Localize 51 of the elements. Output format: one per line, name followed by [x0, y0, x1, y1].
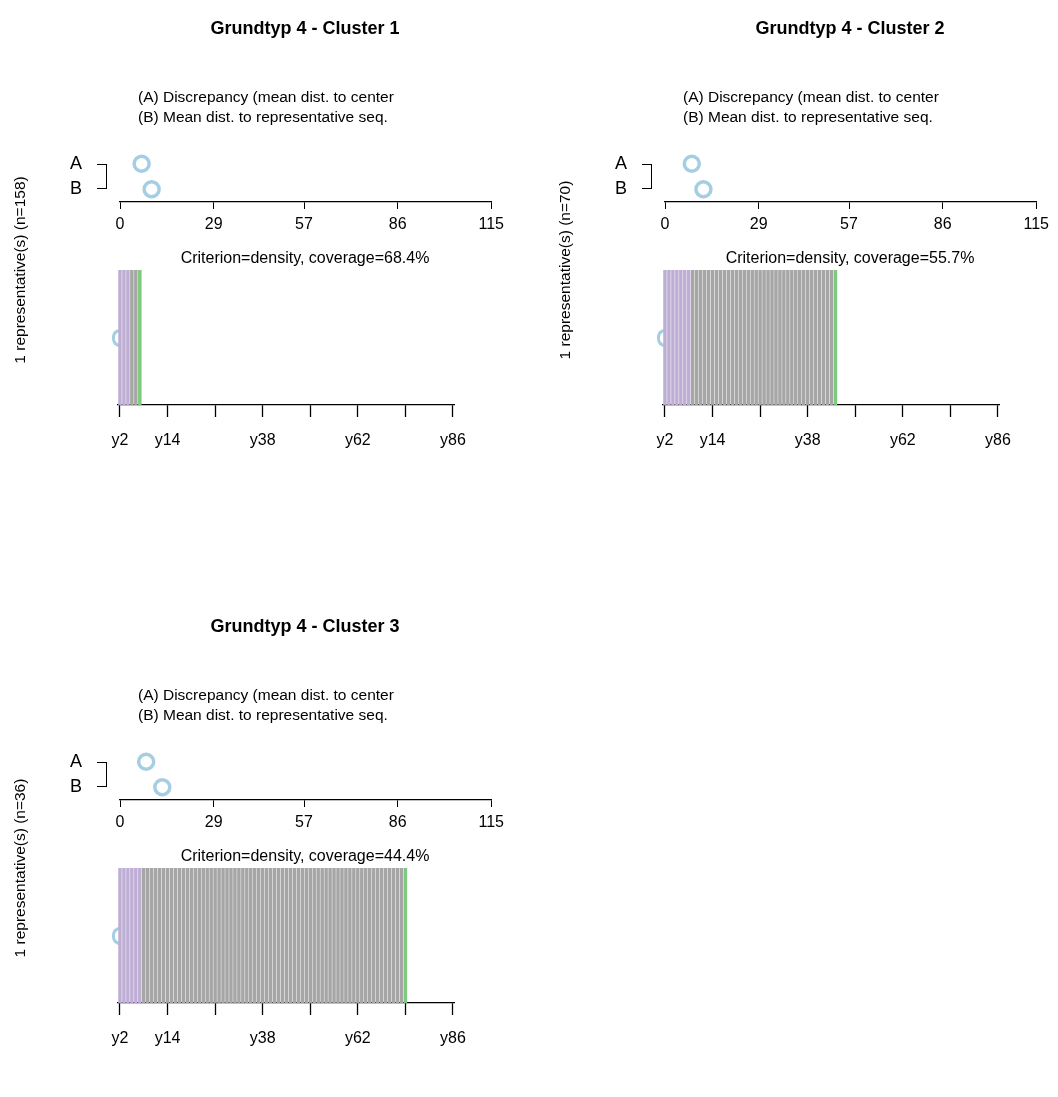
x-tick-label: 115 [1023, 215, 1050, 233]
x-tick-label: y62 [344, 1029, 371, 1047]
y-tick-label: B [70, 178, 83, 199]
y-tick-label: B [70, 776, 83, 797]
chart-title: Criterion=density, coverage=44.4% [179, 847, 431, 865]
chart-title: Criterion=density, coverage=55.7% [724, 249, 976, 267]
x-tick-label: y38 [249, 431, 276, 449]
text: (A) Discrepancy (mean dist. to center [138, 88, 394, 106]
x-tick-label: y14 [154, 1029, 181, 1047]
x-tick-label: 29 [204, 215, 223, 233]
y-tick-label: A [615, 152, 628, 173]
text: (A) Discrepancy (mean dist. to center [683, 88, 939, 106]
x-tick-label: y2 [656, 431, 674, 449]
x-tick-label: y86 [985, 431, 1011, 449]
x-tick-label: y86 [440, 1029, 466, 1047]
x-tick-label: 0 [660, 215, 670, 233]
x-tick-label: 86 [933, 215, 952, 233]
chart-title: Grundtyp 4 - Cluster 1 [209, 18, 401, 39]
x-tick-label: y14 [154, 431, 181, 449]
x-tick-label: 115 [478, 813, 505, 831]
x-tick-label: y38 [794, 431, 821, 449]
x-tick-label: 0 [115, 215, 125, 233]
text: (B) Mean dist. to representative seq. [138, 108, 388, 126]
y-tick-label: A [70, 152, 83, 173]
text: (B) Mean dist. to representative seq. [683, 108, 933, 126]
text: (B) Mean dist. to representative seq. [138, 706, 388, 724]
x-tick-label: y14 [699, 431, 726, 449]
y-axis-title: 1 representative(s) (n=70) [556, 180, 574, 360]
chart-title: Grundtyp 4 - Cluster 2 [754, 18, 946, 39]
chart-title: Criterion=density, coverage=68.4% [179, 249, 431, 267]
x-tick-label: y38 [249, 1029, 276, 1047]
y-axis-title: 1 representative(s) (n=158) [11, 176, 29, 364]
x-tick-label: 57 [295, 215, 314, 233]
x-tick-label: y2 [111, 1029, 129, 1047]
text: (A) Discrepancy (mean dist. to center [138, 686, 394, 704]
x-tick-label: 0 [115, 813, 125, 831]
x-tick-label: y86 [440, 431, 466, 449]
y-tick-label: B [615, 178, 628, 199]
x-tick-label: 86 [388, 813, 407, 831]
x-tick-label: 57 [295, 813, 314, 831]
x-tick-label: 29 [749, 215, 768, 233]
x-tick-label: y62 [889, 431, 916, 449]
x-tick-label: y2 [111, 431, 129, 449]
x-tick-label: 86 [388, 215, 407, 233]
y-axis-title: 1 representative(s) (n=36) [11, 778, 29, 958]
chart-title: Grundtyp 4 - Cluster 3 [209, 616, 401, 637]
x-tick-label: 115 [478, 215, 505, 233]
x-tick-label: 57 [840, 215, 859, 233]
x-tick-label: 29 [204, 813, 223, 831]
x-tick-label: y62 [344, 431, 371, 449]
y-tick-label: A [70, 750, 83, 771]
